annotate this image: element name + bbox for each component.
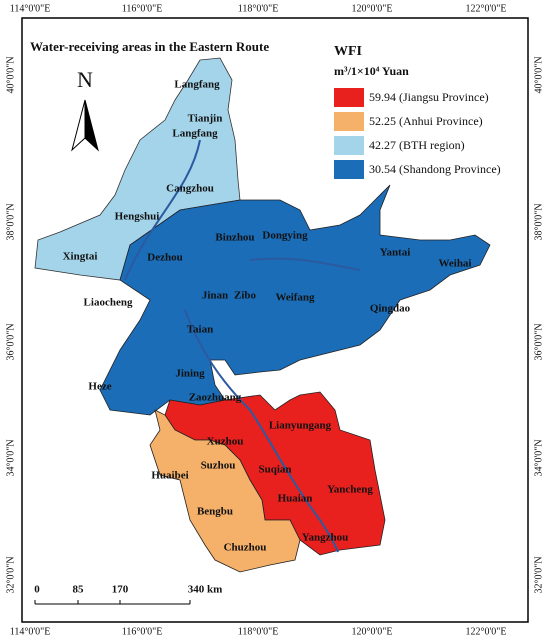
longitude-label: 116°0'0"E [122,626,163,637]
city-label: Qingdao [370,303,411,315]
city-label: Hengshui [115,211,160,223]
city-label: Langfang [174,79,220,91]
latitude-label: 32°0'0"N [5,556,16,593]
latitude-label: 40°0'0"N [533,56,544,93]
longitude-label: 118°0'0"E [238,3,279,14]
city-label: Cangzhou [166,183,214,195]
city-label: Yantai [380,247,411,259]
latitude-label: 38°0'0"N [5,203,16,240]
longitude-label: 118°0'0"E [238,626,279,637]
river [124,139,361,553]
city-label: Zibo [234,290,257,302]
city-label: Suqian [258,464,291,476]
longitude-label: 122°0'0"E [466,626,507,637]
city-label: Binzhou [215,232,254,244]
city-label: Xingtai [63,251,98,263]
city-label: Yancheng [327,484,373,496]
legend-unit: m³/1×10⁴ Yuan [334,64,409,78]
scale-bar [34,600,191,605]
city-label: Huaian [278,493,313,505]
city-label: Jinan [202,290,228,302]
city-label: Tianjin [188,113,223,125]
scale-label: 170 [112,584,129,596]
city-label: Yangzhou [302,532,348,544]
city-label: Weihai [438,258,471,270]
scale-label: 340 km [188,584,223,596]
shandong-region [99,184,491,416]
legend-label: 52.25 (Anhui Province) [369,114,483,128]
city-label: Chuzhou [224,542,267,554]
latitude-label: 36°0'0"N [533,323,544,360]
city-label: Lianyungang [269,420,332,432]
legend-swatch [334,136,364,155]
latitude-label: 32°0'0"N [533,556,544,593]
latitude-label: 34°0'0"N [5,439,16,476]
city-label: Taian [187,324,214,336]
longitude-label: 114°0'0"E [10,3,51,14]
city-label: Bengbu [197,506,233,518]
bth-region [34,57,241,281]
city-label: Huaibei [151,470,188,482]
city-label: Suzhou [201,460,236,472]
map-title: Water-receiving areas in the Eastern Rou… [30,39,269,54]
legend-swatch [334,160,364,179]
city-label: Langfang [172,128,218,140]
latitude-label: 38°0'0"N [533,203,544,240]
north-arrow [71,99,99,152]
city-label: Liaocheng [84,297,133,309]
longitude-label: 122°0'0"E [466,3,507,14]
city-label: Zaozhuang [189,392,242,404]
city-label: Jining [175,368,205,380]
legend-swatch [334,88,364,107]
legend-label: 59.94 (Jiangsu Province) [369,90,489,104]
scale-label: 0 [34,584,40,596]
latitude-label: 40°0'0"N [5,56,16,93]
latitude-label: 36°0'0"N [5,323,16,360]
city-label: Weifang [275,292,315,304]
city-label: Xuzhou [207,436,244,448]
longitude-label: 116°0'0"E [122,3,163,14]
legend-swatch [334,112,364,131]
scale-label: 85 [73,584,85,596]
longitude-label: 114°0'0"E [10,626,51,637]
longitude-label: 120°0'0"E [352,3,393,14]
legend-title: WFI [334,44,362,59]
north-label: N [77,67,93,92]
legend-label: 42.27 (BTH region) [369,138,465,152]
latitude-label: 34°0'0"N [533,439,544,476]
longitude-label: 120°0'0"E [352,626,393,637]
city-label: Heze [88,381,111,393]
anhui-region [149,409,301,573]
city-label: Dongying [262,230,308,242]
city-label: Dezhou [147,252,182,264]
legend-label: 30.54 (Shandong Province) [369,162,501,176]
